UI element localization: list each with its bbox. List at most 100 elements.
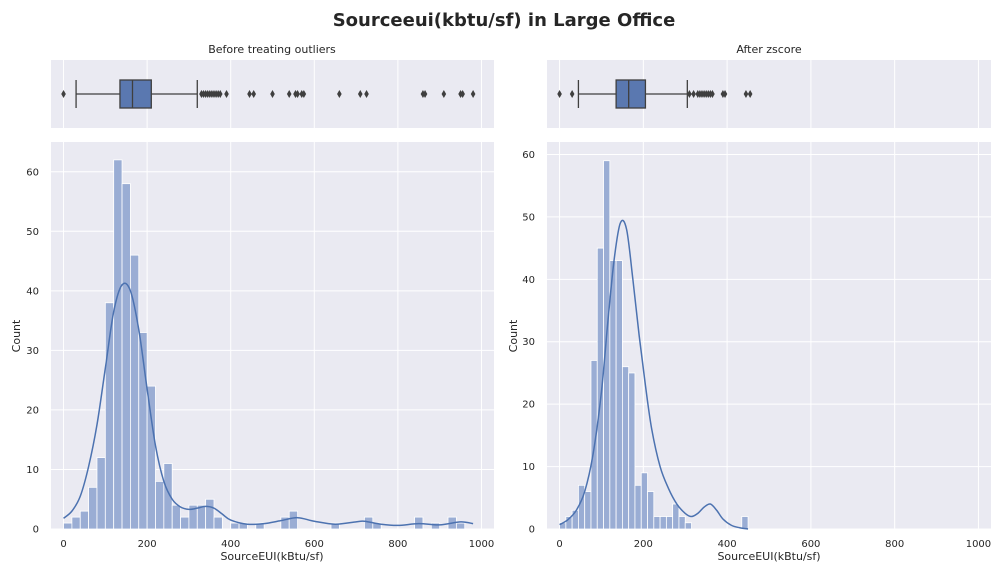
left-boxplot-box [119,79,152,109]
right-boxplot-axes [547,60,991,128]
left-boxplot-outlier [470,90,476,98]
right-histogram-bar [634,484,642,530]
left-histogram-bar [155,480,165,530]
left-boxplot-outlier [224,90,229,98]
right-histogram-bar [628,372,636,530]
left-histogram-bar [330,522,340,530]
left-histogram-bar [180,516,190,530]
right-y-tick-label: 30 [522,337,535,348]
left-boxplot-outlier [61,90,66,98]
left-y-tick-label: 60 [26,167,39,178]
right-histogram-bar [578,484,586,530]
right-boxplot-outlier [569,90,575,98]
right-y-tick-label: 0 [529,525,535,536]
left-x-tick-label: 600 [305,539,324,550]
right-boxplot-outlier [722,90,728,98]
right-histogram-bar [584,491,592,530]
right-kde-line [559,219,749,530]
left-x-tick-label: 400 [221,539,240,550]
left-boxplot-outlier [301,90,307,98]
left-x-tick-label: 1000 [469,539,494,550]
left-histogram-bar [430,522,441,530]
right-y-tick-label: 50 [522,212,535,223]
left-histogram-axes: 0 200 400 600 800 1000 0 10 20 30 40 50 60 [26,142,494,550]
left-kde-line [63,282,474,527]
right-x-tick-label: 0 [556,539,562,550]
left-histogram-bar [146,385,156,530]
right-x-tick-label: 800 [885,539,904,550]
left-histogram-bar [205,498,215,530]
right-x-tick-label: 600 [801,539,820,550]
right-boxplot-box [615,79,647,109]
right-boxplot-outlier [687,90,692,98]
left-histogram-bar [288,510,298,530]
left-histogram-bar [96,457,106,530]
right-y-tick-label: 20 [522,400,535,411]
right-histogram-bar [653,516,661,530]
right-y-axis-label: Count [507,319,520,352]
right-x-tick-label: 200 [634,539,653,550]
right-histogram-axes: 0 200 400 600 800 1000 0 10 20 30 40 50 60 [522,142,991,550]
left-x-tick-label: 0 [60,539,66,550]
right-boxplot-outlier [691,90,696,98]
left-x-tick-label: 200 [138,539,157,550]
right-histogram-bar [678,516,686,530]
left-histogram-bar [213,516,223,530]
left-y-tick-label: 50 [26,227,39,238]
left-y-tick-label: 0 [33,525,39,536]
left-histogram-bar [255,522,265,530]
left-histogram-bar [230,522,240,530]
left-boxplot-outlier [460,90,465,98]
left-histogram-bar [121,183,131,530]
right-boxplot-outlier [743,90,749,98]
left-y-tick-label: 10 [26,465,39,476]
right-histogram-bar [615,260,623,530]
left-boxplot-outlier [422,90,428,98]
left-y-tick-label: 30 [26,346,39,357]
left-boxplot-outlier [286,90,292,98]
right-histogram-bar [640,472,648,530]
left-y-tick-label: 40 [26,286,39,297]
right-histogram-bar [672,503,680,530]
right-histogram-bar [596,247,604,530]
right-histogram-bar [741,516,749,530]
right-histogram-bar [603,160,611,530]
left-x-tick-label: 800 [388,539,407,550]
left-boxplot-outlier [270,90,275,98]
left-histogram-bar [196,504,207,530]
left-histogram-bar [71,516,81,530]
left-boxplot-outlier [295,90,300,98]
left-boxplot-outlier [247,90,252,98]
left-boxplot-outlier [441,90,447,98]
left-histogram-bar [63,522,73,530]
right-y-tick-label: 60 [522,150,535,161]
right-x-tick-label: 400 [718,539,737,550]
left-boxplot-outlier [364,90,369,98]
right-histogram-bar [659,516,667,530]
left-histogram-bar [163,463,173,530]
right-y-tick-label: 10 [522,462,535,473]
left-x-axis-label: SourceEUI(kBtu/sf) [220,550,323,563]
left-boxplot-outlier [337,90,342,98]
right-histogram-bar [684,522,692,530]
right-histogram-bar [621,366,630,530]
left-y-tick-label: 20 [26,405,39,416]
right-histogram-bar [647,491,655,530]
left-histogram-bar [455,522,466,530]
left-panel: Before treating outliers 0 200 400 600 800 10… [10,43,494,563]
right-y-tick-label: 40 [522,275,535,286]
right-panel-title: After zscore [736,43,801,56]
right-boxplot-outlier [747,90,753,98]
right-histogram-bar [665,516,674,530]
left-boxplot-outlier [251,90,256,98]
left-y-axis-label: Count [10,319,23,352]
left-histogram-bar [79,510,90,530]
left-histogram-bar [113,159,123,530]
right-panel: After zscore 0 200 400 600 800 1000 0 10 20 30 40 5… [507,43,991,563]
left-histogram-bar [88,486,98,530]
figure-title: Sourceeui(kbtu/sf) in Large Office [333,10,676,31]
left-boxplot-outlier [217,90,223,98]
left-boxplot-axes [51,60,494,128]
right-boxplot-outlier [557,90,562,98]
